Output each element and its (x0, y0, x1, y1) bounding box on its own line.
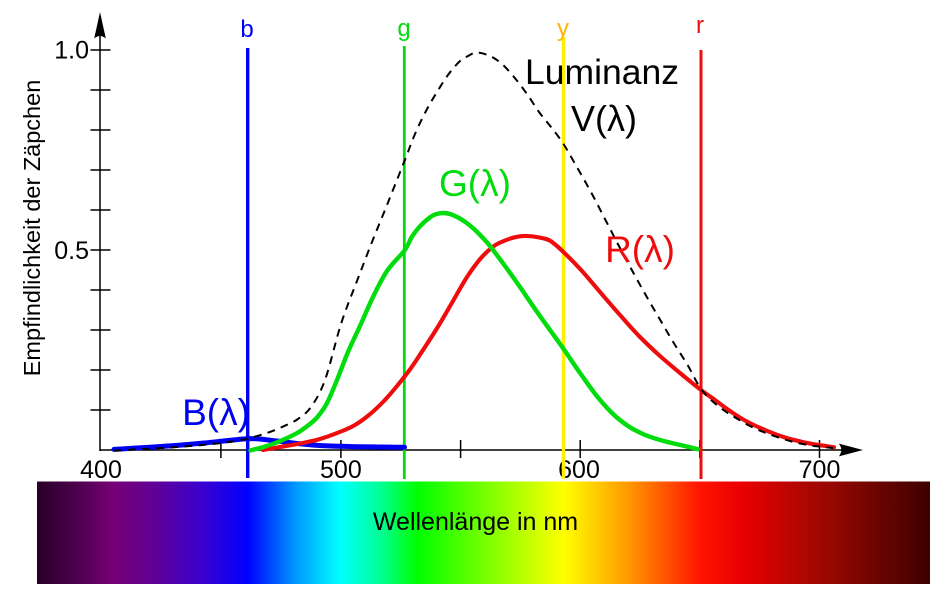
svg-text:r: r (696, 12, 704, 39)
svg-text:700: 700 (799, 456, 841, 484)
svg-text:V(λ): V(λ) (571, 98, 637, 139)
svg-text:Wellenlänge in nm: Wellenlänge in nm (373, 508, 578, 536)
svg-text:B(λ): B(λ) (182, 392, 250, 433)
svg-text:G(λ): G(λ) (439, 163, 511, 204)
svg-text:R(λ): R(λ) (605, 229, 675, 270)
svg-text:500: 500 (320, 456, 362, 484)
svg-text:g: g (397, 15, 410, 42)
svg-text:Empfindlichkeit der Zäpchen: Empfindlichkeit der Zäpchen (19, 80, 45, 377)
svg-text:400: 400 (80, 456, 122, 484)
svg-text:0.5: 0.5 (54, 237, 89, 265)
svg-text:b: b (240, 16, 253, 43)
svg-text:1.0: 1.0 (54, 37, 89, 65)
svg-text:y: y (557, 15, 569, 42)
svg-text:Luminanz: Luminanz (525, 52, 679, 92)
